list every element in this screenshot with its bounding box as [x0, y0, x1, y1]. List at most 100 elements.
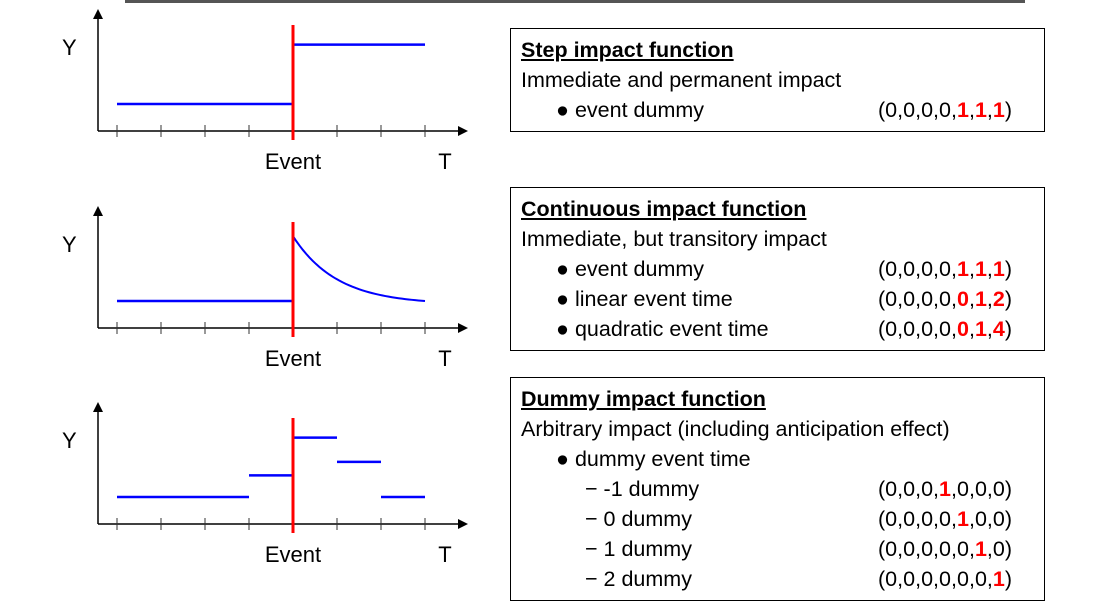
- list-item: − -1 dummy (0,0,0,1,0,0,0): [521, 474, 1034, 504]
- code-value: 0: [921, 567, 934, 591]
- x-axis-label: T: [438, 346, 451, 371]
- code-value: 0: [939, 507, 951, 531]
- code-comma: ,: [933, 257, 940, 281]
- box-subtitle: Arbitrary impact (including anticipation…: [521, 417, 950, 441]
- item-label: quadratic event time: [574, 317, 769, 341]
- item-label: dummy event time: [574, 447, 751, 471]
- code-comma: ,: [986, 537, 993, 561]
- code-value: 0: [903, 567, 916, 591]
- event-label: Event: [265, 149, 321, 174]
- bullet-icon: ●: [556, 98, 575, 122]
- bullet-icon: ●: [556, 317, 575, 341]
- x-axis-arrow-icon: [458, 126, 468, 136]
- code-value: 0: [903, 477, 916, 501]
- box-title: Dummy impact function: [521, 387, 766, 411]
- dash-icon: −: [585, 537, 604, 561]
- code-value: 0: [921, 317, 934, 341]
- code-value: 0: [956, 537, 969, 561]
- dummy-code: (0,0,0,0,0,1,2): [878, 284, 1012, 314]
- code-comma: ,: [915, 567, 922, 591]
- code-comma: ,: [986, 567, 993, 591]
- code-comma: ,: [915, 537, 922, 561]
- dummy-code: (0,0,0,0,1,1,1): [878, 95, 1012, 125]
- code-paren: ): [1004, 317, 1013, 341]
- list-item: ● dummy event time: [521, 444, 1034, 474]
- code-comma: ,: [951, 477, 957, 501]
- code-value: 0: [885, 507, 898, 531]
- code-value: 0: [885, 257, 898, 281]
- code-value: 1: [956, 507, 969, 531]
- code-paren: ): [1004, 507, 1013, 531]
- code-comma: ,: [968, 257, 975, 281]
- code-value: 1: [974, 257, 987, 281]
- code-value: 0: [939, 567, 951, 591]
- item-label: event dummy: [574, 98, 705, 122]
- code-value: 0: [903, 537, 916, 561]
- dash-icon: −: [585, 477, 604, 501]
- event-label: Event: [265, 346, 321, 371]
- code-paren: (: [878, 537, 886, 561]
- x-axis-label: T: [438, 149, 451, 174]
- code-comma: ,: [933, 567, 940, 591]
- dash-icon: −: [585, 567, 604, 591]
- list-item: ● event dummy (0,0,0,0,1,1,1): [521, 254, 1034, 284]
- code-paren: ): [1004, 537, 1013, 561]
- code-comma: ,: [968, 317, 975, 341]
- code-comma: ,: [933, 317, 940, 341]
- bullet-icon: ●: [556, 447, 575, 471]
- y-axis-label: Y: [62, 35, 77, 60]
- code-comma: ,: [933, 98, 940, 122]
- item-label: 0 dummy: [603, 507, 692, 531]
- box-subtitle: Immediate, but transitory impact: [521, 227, 827, 251]
- code-value: 0: [992, 507, 1005, 531]
- code-comma: ,: [933, 287, 940, 311]
- code-value: 0: [903, 98, 916, 122]
- item-label: 2 dummy: [603, 567, 692, 591]
- code-comma: ,: [897, 317, 904, 341]
- code-value: 0: [885, 537, 898, 561]
- code-comma: ,: [951, 507, 957, 531]
- code-value: 1: [974, 537, 987, 561]
- code-paren: (: [878, 287, 886, 311]
- code-comma: ,: [897, 477, 904, 501]
- code-paren: ): [1004, 477, 1013, 501]
- code-value: 0: [921, 537, 934, 561]
- code-value: 0: [885, 477, 898, 501]
- y-axis-arrow-icon: [93, 9, 103, 19]
- code-comma: ,: [951, 567, 957, 591]
- code-comma: ,: [968, 567, 975, 591]
- code-paren: (: [878, 98, 886, 122]
- code-paren: ): [1004, 287, 1013, 311]
- dummy-code: (0,0,0,0,0,0,1): [878, 564, 1012, 594]
- list-item: ● quadratic event time (0,0,0,0,0,1,4): [521, 314, 1034, 344]
- code-value: 0: [903, 317, 916, 341]
- y-axis-arrow-icon: [93, 402, 103, 412]
- code-comma: ,: [933, 537, 940, 561]
- code-comma: ,: [986, 287, 993, 311]
- code-value: 4: [992, 317, 1005, 341]
- code-paren: (: [878, 477, 886, 501]
- code-comma: ,: [897, 98, 904, 122]
- code-comma: ,: [951, 537, 957, 561]
- item-label: -1 dummy: [603, 477, 700, 501]
- code-value: 1: [939, 477, 951, 501]
- code-paren: (: [878, 567, 886, 591]
- y-axis-label: Y: [62, 428, 77, 453]
- code-value: 0: [974, 507, 987, 531]
- impact-plots: Y Event T Y Event T Y Event T: [62, 9, 468, 567]
- code-comma: ,: [897, 287, 904, 311]
- code-value: 1: [974, 317, 987, 341]
- decay-curve: [292, 235, 426, 302]
- dummy-code: (0,0,0,0,0,1,0): [878, 534, 1012, 564]
- continuous-impact-box: Continuous impact function Immediate, but…: [510, 187, 1045, 351]
- code-value: 2: [992, 287, 1005, 311]
- box-title: Continuous impact function: [521, 197, 807, 221]
- code-comma: ,: [968, 477, 975, 501]
- code-value: 0: [939, 98, 951, 122]
- x-axis-label: T: [438, 542, 451, 567]
- code-comma: ,: [933, 477, 940, 501]
- code-comma: ,: [951, 287, 957, 311]
- code-value: 0: [903, 257, 916, 281]
- code-comma: ,: [986, 507, 993, 531]
- code-value: 0: [956, 287, 969, 311]
